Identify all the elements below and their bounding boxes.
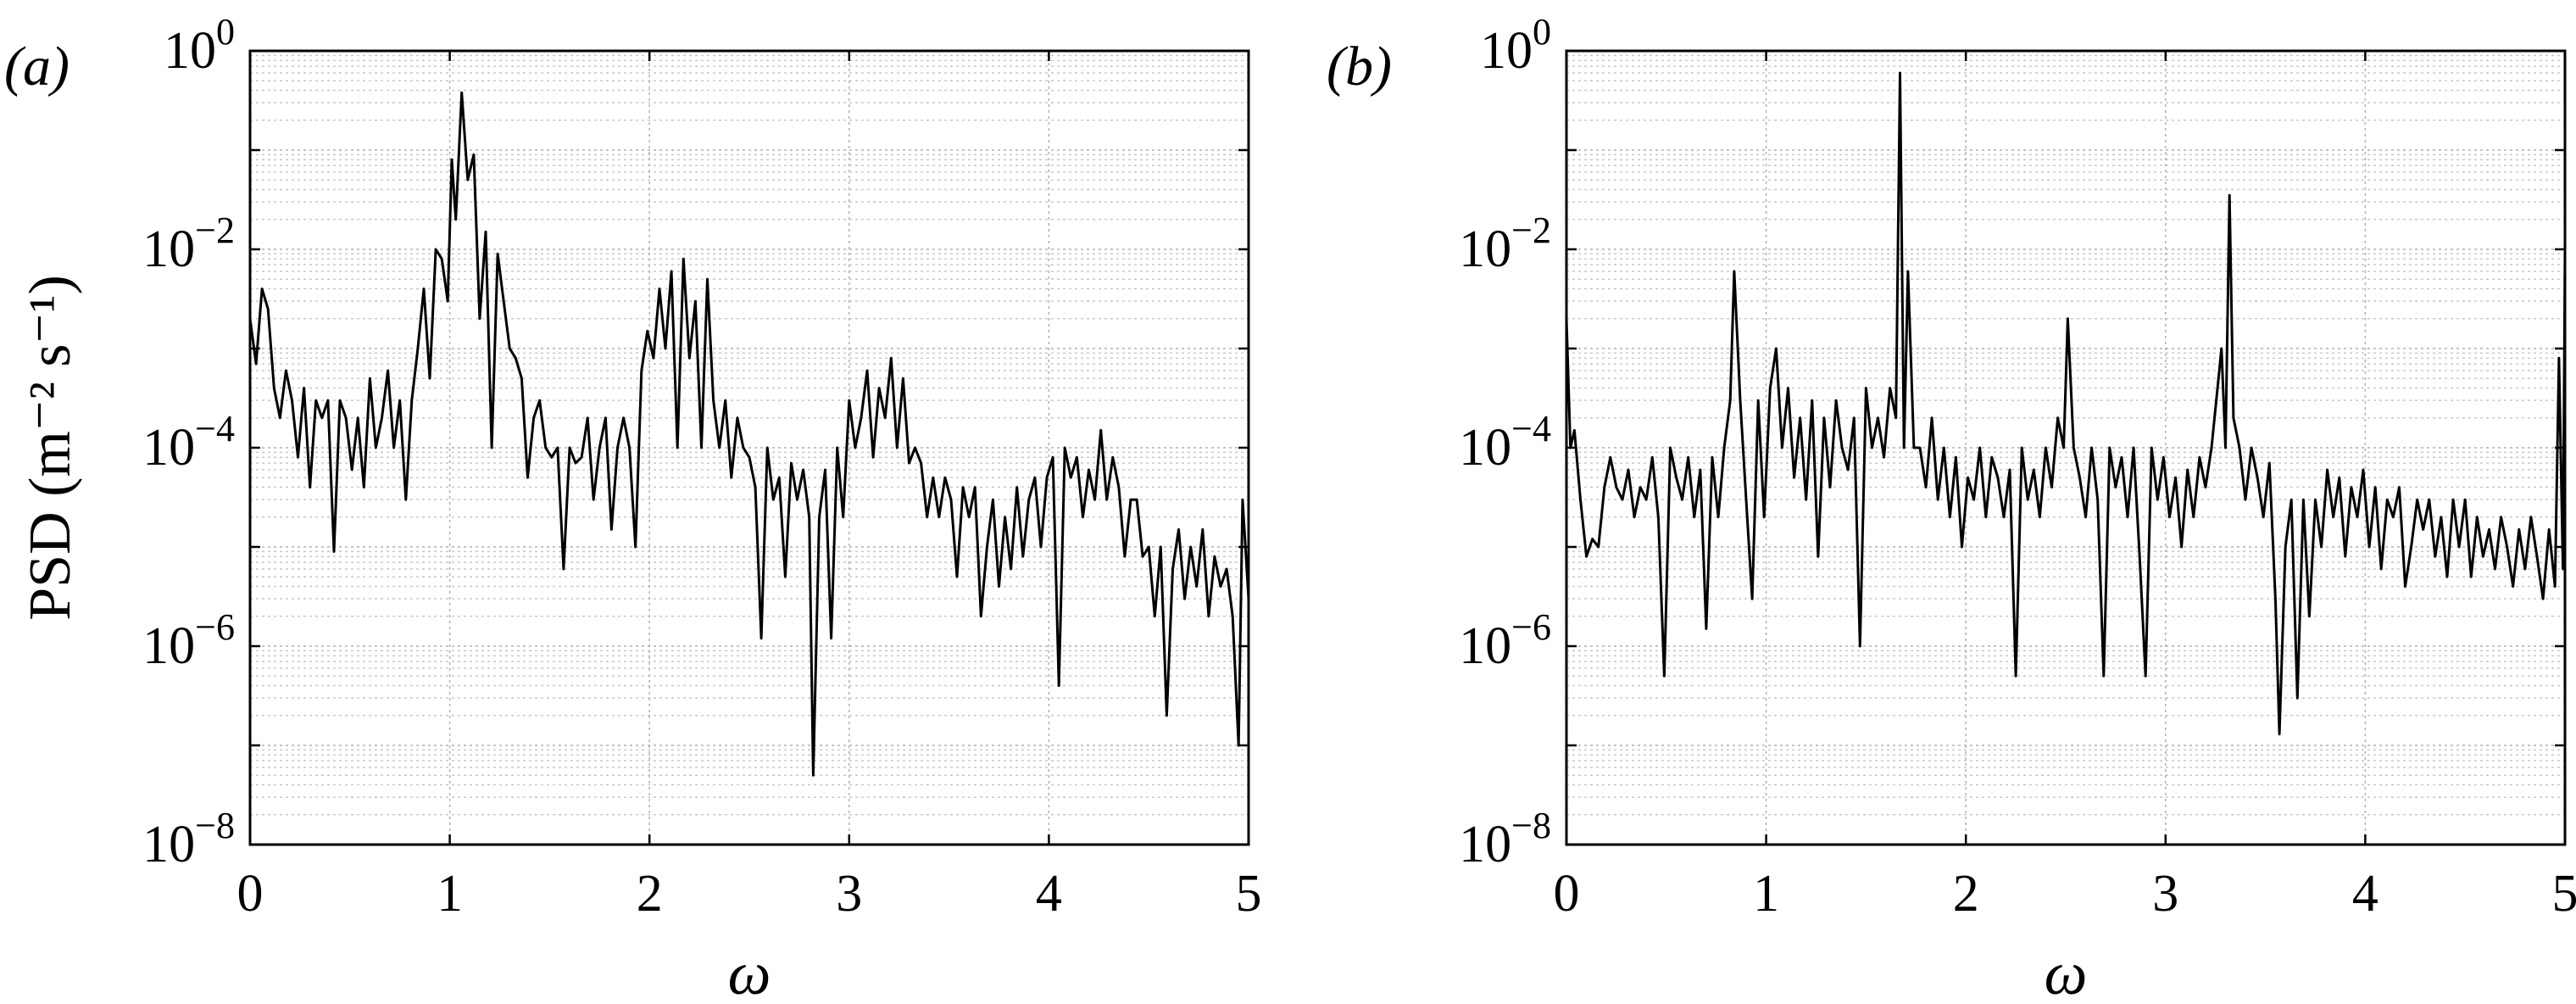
chart-panel-b: 0 1 2 3 4 5 100 10−2 10−4 10−6 10−8 (b) ω bbox=[1327, 11, 2576, 1004]
y-tick-label: 10−2 bbox=[142, 209, 235, 278]
x-tick-label: 3 bbox=[836, 865, 862, 923]
panel-label: (a) bbox=[4, 36, 70, 98]
y-tick-label: 10−2 bbox=[1459, 209, 1551, 278]
x-tick-label: 4 bbox=[2352, 865, 2378, 923]
series-line bbox=[1565, 71, 2567, 736]
y-tick-label: 10−8 bbox=[1459, 805, 1551, 873]
y-tick-label: 100 bbox=[164, 11, 235, 80]
x-tick-label: 1 bbox=[1753, 865, 1779, 923]
y-axis-title: PSD (m⁻² s⁻¹) bbox=[18, 275, 83, 621]
y-tick-label: 10−4 bbox=[1459, 408, 1551, 477]
y-tick-label: 100 bbox=[1480, 11, 1551, 80]
x-tick-label: 4 bbox=[1036, 865, 1062, 923]
x-tick-label: 5 bbox=[2552, 865, 2576, 923]
series-line bbox=[248, 91, 1250, 777]
y-tick-label: 10−8 bbox=[142, 805, 235, 873]
panel-label: (b) bbox=[1327, 36, 1392, 98]
grid bbox=[249, 50, 1249, 845]
x-tick-label: 5 bbox=[1236, 865, 1262, 923]
x-tick-label: 2 bbox=[1953, 865, 1979, 923]
x-axis-title: ω bbox=[2045, 940, 2088, 1004]
x-tick-label: 1 bbox=[437, 865, 463, 923]
x-tick-label: 0 bbox=[1554, 865, 1580, 923]
plot-frame bbox=[248, 49, 1250, 846]
x-axis-title: ω bbox=[728, 940, 771, 1004]
plot-frame bbox=[1565, 49, 2567, 846]
y-tick-label: 10−4 bbox=[142, 408, 235, 477]
x-tick-label: 3 bbox=[2152, 865, 2178, 923]
x-tick-label: 2 bbox=[637, 865, 663, 923]
chart-panel-a: 0 1 2 3 4 5 100 10−2 10−4 10−6 10−8 (a) ω PSD (m⁻² s⁻… bbox=[4, 11, 1262, 1004]
x-tick-label: 0 bbox=[237, 865, 264, 923]
y-tick-label: 10−6 bbox=[142, 606, 235, 675]
y-tick-label: 10−6 bbox=[1459, 606, 1551, 675]
grid bbox=[1566, 50, 2566, 845]
